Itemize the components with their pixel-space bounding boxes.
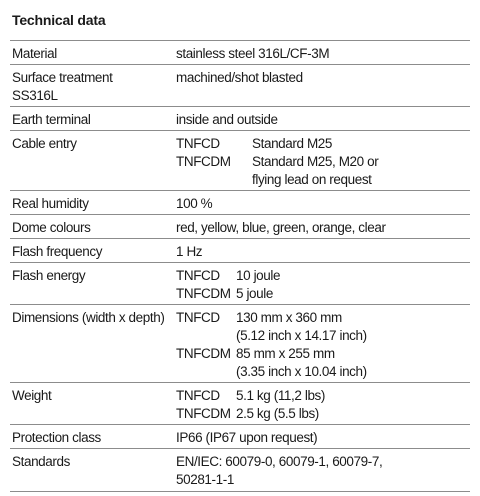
row-value-group: TNFCD Standard M25 TNFCDM Standard M25, … xyxy=(176,135,379,189)
model-code: TNFCD xyxy=(176,136,220,151)
entry-value: flying lead on request xyxy=(252,172,372,187)
row-value: 1 Hz xyxy=(176,244,203,259)
entry-value: 5 joule xyxy=(236,286,273,301)
table-row-protection-class: Protection class IP66 (IP67 upon request… xyxy=(10,424,470,449)
row-label: Dimensions (width x depth) xyxy=(12,310,165,325)
section-title: Technical data xyxy=(12,12,106,28)
row-label: Standards xyxy=(12,454,70,469)
entry-value: 130 mm x 360 mm xyxy=(236,310,342,325)
model-code: TNFCD xyxy=(176,310,220,325)
row-label: Flash energy xyxy=(12,268,86,283)
entry-value: Standard M25, M20 or xyxy=(252,154,379,169)
entry-value: Standard M25 xyxy=(252,136,333,151)
model-code: TNFCD xyxy=(176,388,220,403)
table-row-dome-colours: Dome colours red, yellow, blue, green, o… xyxy=(10,214,470,239)
row-value-group: TNFCD 5.1 kg (11,2 lbs) TNFCDM 2.5 kg (5… xyxy=(176,387,325,423)
row-label: Dome colours xyxy=(12,220,91,235)
row-value-group: TNFCD 10 joule TNFCDM 5 joule xyxy=(176,267,280,303)
table-row-flash-frequency: Flash frequency 1 Hz xyxy=(10,238,470,263)
table-row-flash-energy: Flash energy TNFCD 10 joule TNFCDM 5 jou… xyxy=(10,262,470,305)
row-value: red, yellow, blue, green, orange, clear xyxy=(176,220,386,235)
entry-value: 5.1 kg (11,2 lbs) xyxy=(236,388,325,403)
row-label: Cable entry xyxy=(12,136,77,151)
row-label: Weight xyxy=(12,388,52,403)
row-label: Flash frequency xyxy=(12,244,103,259)
row-value: inside and outside xyxy=(176,112,278,127)
row-label: Surface treatment SS316L xyxy=(12,70,113,103)
table-row-weight: Weight TNFCD 5.1 kg (11,2 lbs) TNFCDM 2.… xyxy=(10,382,470,425)
table-row-cable-entry: Cable entry TNFCD Standard M25 TNFCDM St… xyxy=(10,130,470,191)
row-value: 100 % xyxy=(176,196,213,211)
row-value: IP66 (IP67 upon request) xyxy=(176,430,318,445)
model-code: TNFCDM xyxy=(176,154,231,169)
row-value: stainless steel 316L/CF-3M xyxy=(176,46,330,61)
table-row-standards: Standards EN/IEC: 60079-0, 60079-1, 6007… xyxy=(10,448,470,492)
table-row-real-humidity: Real humidity 100 % xyxy=(10,190,470,215)
table-row-surface-treatment: Surface treatment SS316L machined/shot b… xyxy=(10,64,470,107)
row-label: Earth terminal xyxy=(12,112,91,127)
model-code: TNFCDM xyxy=(176,406,231,421)
entry-value: (5.12 inch x 14.17 inch) xyxy=(236,328,367,343)
row-value-group: TNFCD 130 mm x 360 mm (5.12 inch x 14.17… xyxy=(176,309,367,381)
entry-value: 85 mm x 255 mm xyxy=(236,346,335,361)
entry-value: 2.5 kg (5.5 lbs) xyxy=(236,406,319,421)
entry-value: (3.35 inch x 10.04 inch) xyxy=(236,364,367,379)
table-row-material: Material stainless steel 316L/CF-3M xyxy=(10,40,470,65)
entry-value: 10 joule xyxy=(236,268,281,283)
table-row-earth-terminal: Earth terminal inside and outside xyxy=(10,106,470,131)
row-value: EN/IEC: 60079-0, 60079-1, 60079-7, 50281… xyxy=(176,454,383,487)
row-value: machined/shot blasted xyxy=(176,70,303,85)
row-label: Material xyxy=(12,46,57,61)
table-row-dimensions: Dimensions (width x depth) TNFCD 130 mm … xyxy=(10,304,470,383)
row-label: Protection class xyxy=(12,430,101,445)
row-label: Real humidity xyxy=(12,196,89,211)
model-code: TNFCDM xyxy=(176,346,231,361)
model-code: TNFCDM xyxy=(176,286,231,301)
model-code: TNFCD xyxy=(176,268,220,283)
